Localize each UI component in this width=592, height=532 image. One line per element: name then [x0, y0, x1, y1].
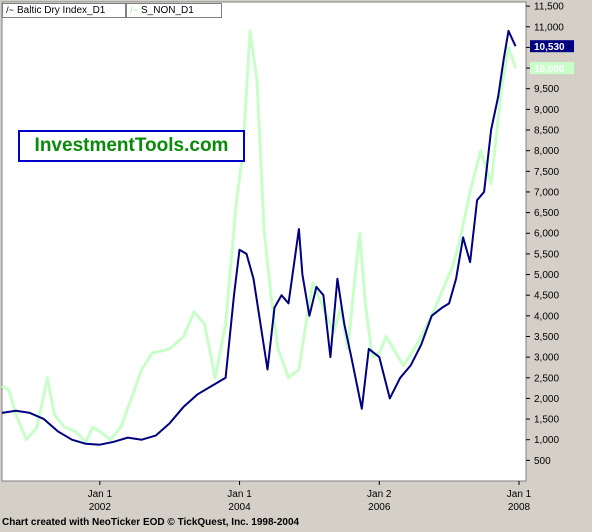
- series-layer: [1, 29, 517, 446]
- y-tick-label: 1,500: [534, 415, 559, 426]
- y-tick-label: 4,500: [534, 291, 559, 302]
- y-tick-label: 3,000: [534, 353, 559, 364]
- y-tick-label: 9,000: [534, 105, 559, 116]
- y-tick-label: 500: [534, 456, 551, 467]
- y-tick-label: 1,000: [534, 435, 559, 446]
- last-value-label: 10,000: [534, 64, 565, 75]
- y-tick-label: 3,500: [534, 332, 559, 343]
- last-value-label: 10,530: [534, 42, 565, 53]
- y-tick-label: 2,000: [534, 394, 559, 405]
- y-axis: 500 1,000 1,500 2,000 2,500 3,000 3,500 4,000 4,…: [526, 2, 565, 467]
- y-tick-label: 11,000: [534, 22, 564, 33]
- series-line-1: [1, 29, 517, 446]
- y-tick-label: 8,000: [534, 146, 559, 157]
- y-tick-label: 6,000: [534, 229, 559, 240]
- x-tick-label: Jan 1: [227, 489, 252, 500]
- x-tick-label: Jan 2: [367, 489, 392, 500]
- y-tick-label: 5,500: [534, 249, 559, 260]
- y-tick-label: 7,000: [534, 187, 559, 198]
- x-tick-label: Jan 1: [88, 489, 113, 500]
- y-tick-label: 6,500: [534, 208, 559, 219]
- x-axis: Jan 1 2002 Jan 1 2004 Jan 2 2006 Jan 1 2008: [88, 481, 532, 513]
- footer-credit: Chart created with NeoTicker EOD © TickQ…: [2, 517, 300, 528]
- y-tick-label: 11,500: [534, 2, 564, 13]
- watermark-logo: InvestmentTools.com: [18, 130, 245, 162]
- legend-series2-label: S_NON_D1: [141, 5, 194, 16]
- legend-entry-series2[interactable]: /~ S_NON_D1: [126, 3, 222, 18]
- legend-entry-series1[interactable]: /~ Baltic Dry Index_D1: [2, 3, 126, 18]
- y-tick-label: 9,500: [534, 84, 559, 95]
- x-tick-label: Jan 1: [507, 489, 532, 500]
- legend-series1-label: Baltic Dry Index_D1: [17, 5, 106, 16]
- x-tick-label: 2008: [508, 502, 531, 513]
- line-series-icon: /~: [130, 5, 138, 15]
- last-value-labels: 10,530 10,000: [530, 40, 574, 75]
- series-line-2: [1, 29, 517, 444]
- x-tick-label: 2006: [368, 502, 391, 513]
- x-tick-label: 2002: [89, 502, 112, 513]
- line-series-icon: /~: [6, 5, 14, 15]
- y-tick-label: 5,000: [534, 270, 559, 281]
- y-tick-label: 8,500: [534, 126, 559, 137]
- x-tick-label: 2004: [228, 502, 251, 513]
- y-tick-label: 7,500: [534, 167, 559, 178]
- last-value-box: [530, 40, 574, 53]
- y-tick-label: 4,000: [534, 311, 559, 322]
- last-value-box: [530, 62, 574, 75]
- y-tick-label: 2,500: [534, 373, 559, 384]
